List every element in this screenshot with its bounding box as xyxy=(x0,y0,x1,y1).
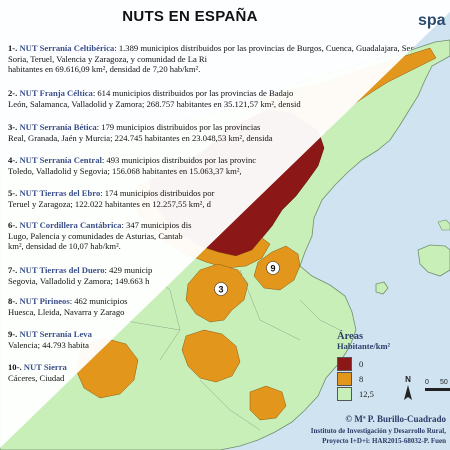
region-label-3: 3 xyxy=(214,282,228,296)
legend-subtitle: Habitante/km² xyxy=(337,341,391,351)
legend: Áreas Habitante/km² 0 8 12,5 xyxy=(337,331,437,409)
scale-label-50: 50 xyxy=(440,379,448,386)
legend-label-0: 0 xyxy=(359,359,364,369)
legend-swatch-1 xyxy=(337,372,352,386)
region-label-9: 9 xyxy=(266,261,280,275)
region-label-9-text: 9 xyxy=(270,264,275,274)
credit-author: © Mª P. Burillo-Cuadrado xyxy=(345,414,446,424)
legend-title: Áreas xyxy=(337,331,364,342)
legend-item-2: 12,5 xyxy=(337,387,374,401)
legend-label-1: 8 xyxy=(359,374,364,384)
legend-swatch-0 xyxy=(337,357,352,371)
credit-institute: Instituto de Investigación y Desarrollo … xyxy=(310,427,446,435)
legend-item-0: 0 xyxy=(337,357,363,371)
credit-project: Proyecto I+D+i: HAR2015-68032-P. Fuen xyxy=(322,437,446,445)
brand-fragment: spa xyxy=(418,12,446,29)
legend-label-2: 12,5 xyxy=(359,389,374,399)
legend-item-1: 8 xyxy=(337,372,363,386)
map-title: NUTS EN ESPAÑA xyxy=(122,8,258,25)
legend-swatch-2 xyxy=(337,387,352,401)
region-label-3-text: 3 xyxy=(218,285,223,295)
